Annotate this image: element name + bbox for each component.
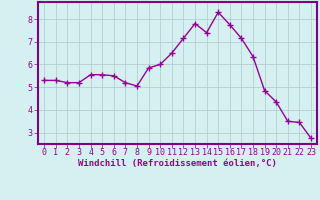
X-axis label: Windchill (Refroidissement éolien,°C): Windchill (Refroidissement éolien,°C)	[78, 159, 277, 168]
